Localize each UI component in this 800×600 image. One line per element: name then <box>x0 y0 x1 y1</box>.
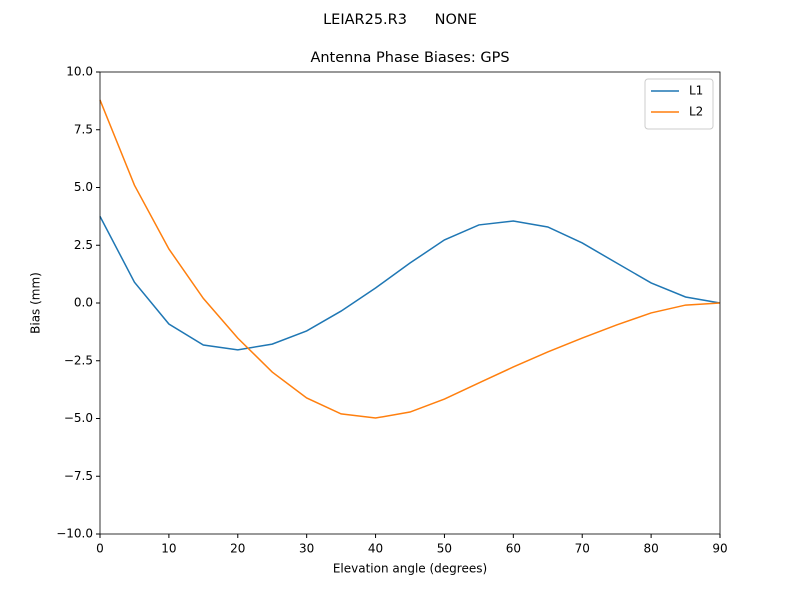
x-tick-label: 30 <box>299 542 314 556</box>
y-tick-label: 10.0 <box>66 65 93 79</box>
x-tick-label: 80 <box>643 542 658 556</box>
legend-label: L2 <box>689 105 703 119</box>
chart-title: LEIAR25.R3 NONE <box>323 12 477 28</box>
line-series <box>99 99 721 419</box>
y-tick-label: −2.5 <box>64 353 93 367</box>
legend-label: L1 <box>689 84 703 98</box>
chart-subtitle: Antenna Phase Biases: GPS <box>310 50 509 66</box>
y-tick-label: −5.0 <box>64 411 93 425</box>
x-tick-label: 10 <box>161 542 176 556</box>
y-axis-label: Bias (mm) <box>29 272 43 334</box>
x-tick-label: 0 <box>96 542 104 556</box>
y-tick-label: 7.5 <box>74 122 93 136</box>
plot-frame <box>99 71 721 535</box>
line-series <box>99 216 721 351</box>
y-tick-label: 2.5 <box>74 238 93 252</box>
x-tick-label: 60 <box>506 542 521 556</box>
y-tick-label: 5.0 <box>74 180 93 194</box>
x-tick-label: 20 <box>230 542 245 556</box>
x-tick-label: 40 <box>368 542 383 556</box>
x-tick-label: 50 <box>437 542 452 556</box>
x-axis-label: Elevation angle (degrees) <box>333 562 487 576</box>
x-tick-label: 90 <box>712 542 727 556</box>
y-tick-label: −7.5 <box>64 469 93 483</box>
y-tick-label: −10.0 <box>56 527 93 541</box>
x-tick-label: 70 <box>575 542 590 556</box>
y-tick-label: 0.0 <box>74 296 93 310</box>
